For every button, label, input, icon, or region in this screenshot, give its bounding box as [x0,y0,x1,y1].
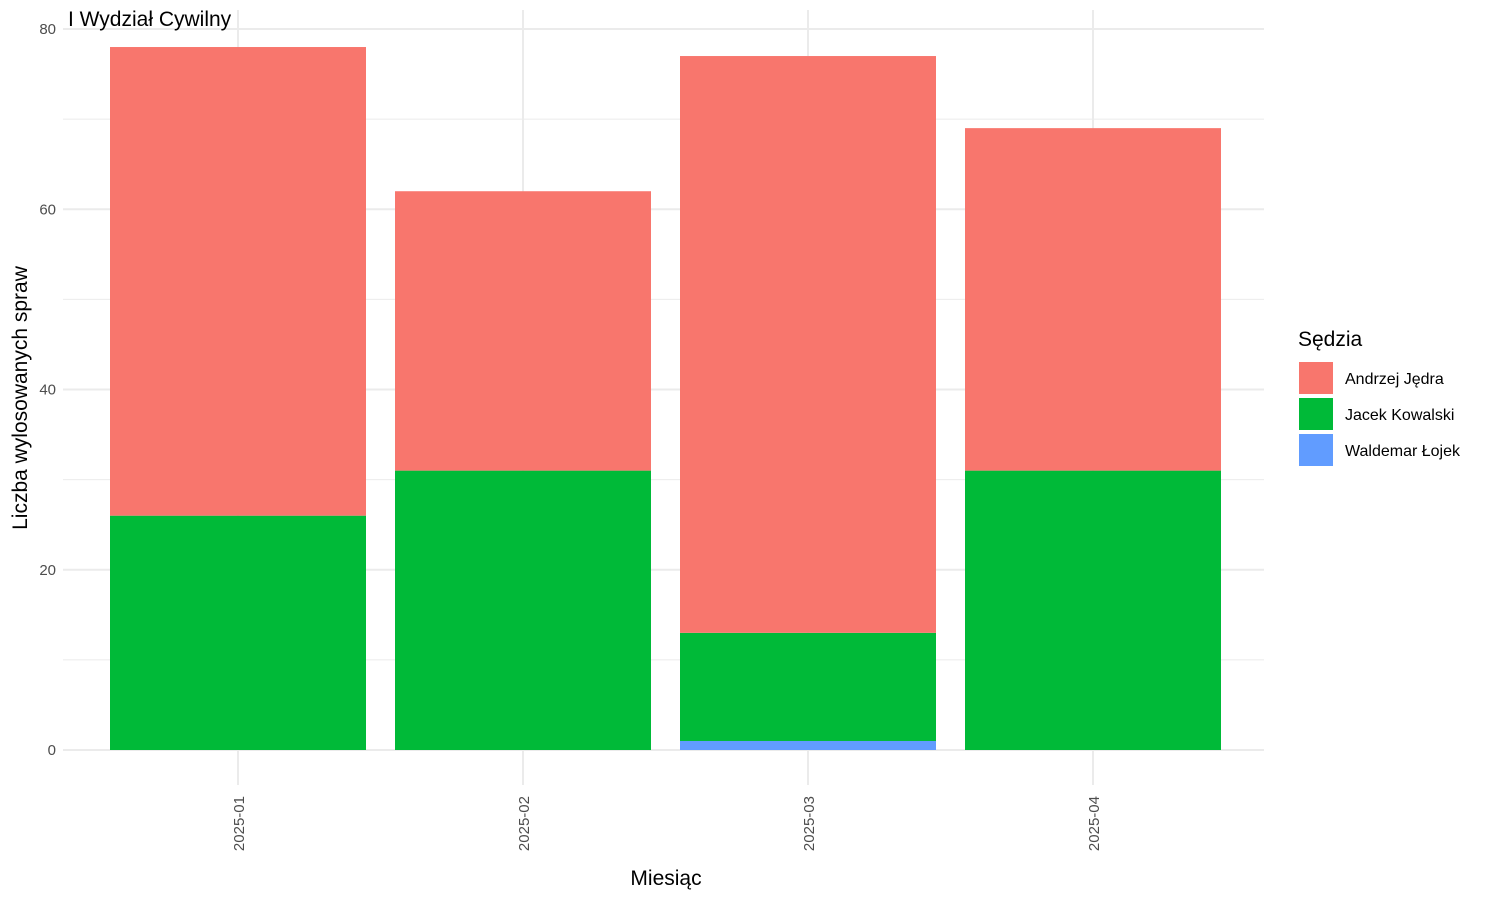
x-tick-label: 2025-04 [1086,796,1103,851]
legend-label: Andrzej Jędra [1345,371,1444,388]
bar-2025-03-andrzej-j-dra [680,56,936,633]
bars [110,47,1221,750]
x-axis-ticks: 2025-01 2025-02 2025-03 2025-04 [231,796,1103,851]
bar-2025-02-andrzej-j-dra [395,191,651,471]
bar-2025-01-andrzej-j-dra [110,47,366,516]
x-axis-title: Miesiąc [630,867,701,890]
y-tick-label: 60 [39,201,56,218]
bar-2025-04-jacek-kowalski [965,470,1221,750]
legend-swatch [1299,362,1333,394]
bar-2025-03-waldemar-ojek [680,740,936,750]
y-tick-label: 0 [48,742,56,759]
y-axis-title: Liczba wylosowanych spraw [9,265,32,530]
bar-2025-01-jacek-kowalski [110,515,366,750]
legend: Sędzia Andrzej Jędra Jacek Kowalski Waldem… [1298,328,1461,466]
chart-title: I Wydział Cywilny [68,8,232,31]
bar-2025-04-andrzej-j-dra [965,128,1221,471]
y-axis-ticks: 0 20 40 60 80 [39,21,56,759]
y-tick-label: 20 [39,562,56,579]
bar-2025-02-jacek-kowalski [395,470,651,750]
legend-label: Jacek Kowalski [1345,407,1454,424]
y-tick-label: 40 [39,382,56,399]
x-tick-label: 2025-02 [516,796,533,851]
legend-swatch [1299,398,1333,430]
x-tick-label: 2025-03 [801,796,818,851]
legend-title: Sędzia [1298,328,1363,351]
legend-label: Waldemar Łojek [1345,443,1461,460]
y-tick-label: 80 [39,21,56,38]
bar-2025-03-jacek-kowalski [680,632,936,741]
x-tick-label: 2025-01 [231,796,248,851]
legend-swatch [1299,434,1333,466]
